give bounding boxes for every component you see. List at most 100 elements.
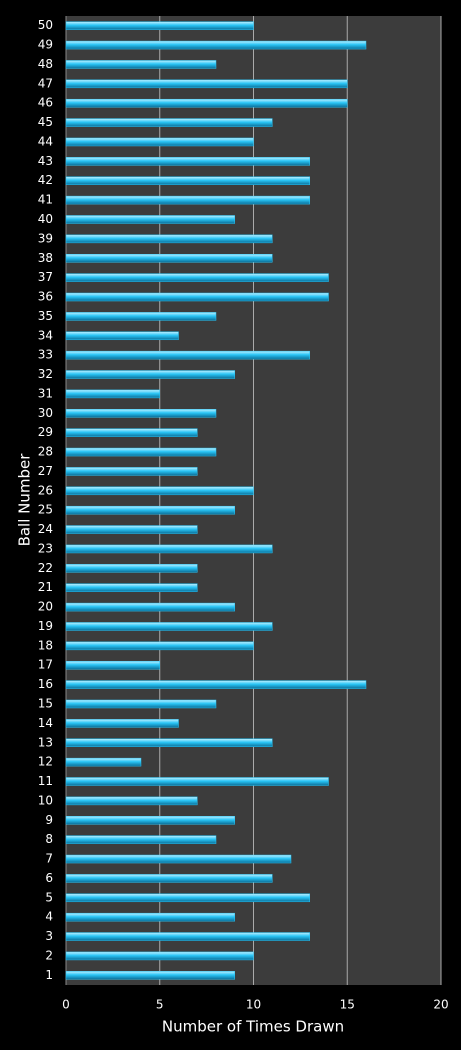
- bar: [65, 699, 217, 709]
- y-tick-label: 49: [38, 38, 53, 52]
- y-tick-label: 10: [38, 793, 53, 807]
- bar: [65, 389, 160, 399]
- bar: [65, 350, 310, 360]
- y-tick-label: 21: [38, 580, 53, 594]
- bar: [65, 254, 273, 263]
- bar: [65, 602, 235, 612]
- bar: [65, 98, 348, 108]
- bar: [65, 816, 235, 825]
- bar: [65, 21, 254, 30]
- bar: [65, 79, 348, 89]
- bar: [65, 215, 235, 224]
- y-tick-label: 30: [38, 406, 53, 420]
- y-tick-label: 6: [45, 871, 53, 885]
- y-tick-label: 3: [45, 929, 53, 943]
- bar: [65, 467, 198, 476]
- y-tick-label: 35: [38, 309, 53, 323]
- y-tick-label: 44: [38, 134, 53, 148]
- bar: [65, 195, 310, 205]
- bar: [65, 622, 273, 631]
- y-tick-label: 11: [38, 774, 53, 788]
- bar: [65, 796, 198, 806]
- bar: [65, 486, 254, 496]
- bar: [65, 971, 235, 980]
- bar: [65, 331, 179, 341]
- y-tick-label: 8: [45, 832, 53, 846]
- bar: [65, 447, 217, 457]
- y-tick-label: 47: [38, 76, 53, 90]
- bar: [65, 912, 235, 922]
- x-tick-label: 5: [156, 998, 164, 1012]
- bar: [65, 60, 217, 69]
- y-tick-label: 12: [38, 755, 53, 769]
- y-tick-label: 36: [38, 290, 53, 304]
- y-tick-label: 45: [38, 115, 53, 129]
- bar: [65, 680, 367, 689]
- bar: [65, 370, 235, 379]
- bar: [65, 312, 217, 321]
- bar: [65, 738, 273, 747]
- y-tick-label: 33: [38, 348, 53, 362]
- y-axis-title: Ball Number: [16, 453, 34, 547]
- y-tick-label: 17: [38, 658, 53, 672]
- y-tick-label: 46: [38, 96, 53, 110]
- bar: [65, 118, 273, 127]
- y-tick-label: 2: [45, 948, 53, 962]
- y-tick-label: 20: [38, 600, 53, 614]
- y-tick-label: 9: [45, 813, 53, 827]
- y-tick-label: 4: [45, 910, 53, 924]
- bar: [65, 428, 198, 437]
- bar: [65, 951, 254, 961]
- y-tick-label: 13: [38, 735, 53, 749]
- bar: [65, 564, 198, 573]
- bar: [65, 854, 292, 864]
- y-tick-label: 27: [38, 464, 53, 478]
- y-tick-label: 29: [38, 425, 53, 439]
- bar: [65, 505, 235, 515]
- y-tick-label: 37: [38, 270, 53, 284]
- y-tick-label: 38: [38, 251, 53, 265]
- y-tick-label: 23: [38, 541, 53, 555]
- y-tick-label: 34: [38, 328, 53, 342]
- y-tick-label: 31: [38, 386, 53, 400]
- bar: [65, 157, 310, 166]
- y-tick-label: 48: [38, 57, 53, 71]
- y-tick-label: 22: [38, 561, 53, 575]
- y-tick-label: 32: [38, 367, 53, 381]
- y-tick-label: 50: [38, 18, 53, 32]
- y-tick-label: 40: [38, 212, 53, 226]
- x-tick-label: 15: [340, 998, 355, 1012]
- bar: [65, 893, 310, 903]
- bar: [65, 544, 273, 554]
- bar: [65, 777, 329, 786]
- bar: [65, 234, 273, 244]
- x-tick-label: 10: [246, 998, 261, 1012]
- y-tick-label: 19: [38, 619, 53, 633]
- y-tick-label: 42: [38, 173, 53, 187]
- bar: [65, 719, 179, 728]
- x-tick-label: 0: [62, 998, 70, 1012]
- y-tick-label: 28: [38, 445, 53, 459]
- y-tick-label: 5: [45, 890, 53, 904]
- bar: [65, 292, 329, 302]
- bar: [65, 176, 310, 185]
- y-tick-label: 41: [38, 193, 53, 207]
- y-tick-label: 7: [45, 852, 53, 866]
- bar: [65, 641, 254, 651]
- y-tick-label: 25: [38, 503, 53, 517]
- bar: [65, 409, 217, 418]
- y-tick-label: 14: [38, 716, 53, 730]
- y-tick-label: 18: [38, 638, 53, 652]
- y-tick-label: 43: [38, 154, 53, 168]
- bar: [65, 273, 329, 282]
- bar: [65, 835, 217, 844]
- bar: [65, 874, 273, 883]
- y-tick-label: 39: [38, 231, 53, 245]
- x-axis-title: Number of Times Drawn: [162, 1018, 344, 1036]
- y-tick-label: 16: [38, 677, 53, 691]
- bar: [65, 583, 198, 592]
- y-tick-label: 15: [38, 696, 53, 710]
- x-tick-label: 20: [433, 998, 448, 1012]
- bar: [65, 660, 160, 670]
